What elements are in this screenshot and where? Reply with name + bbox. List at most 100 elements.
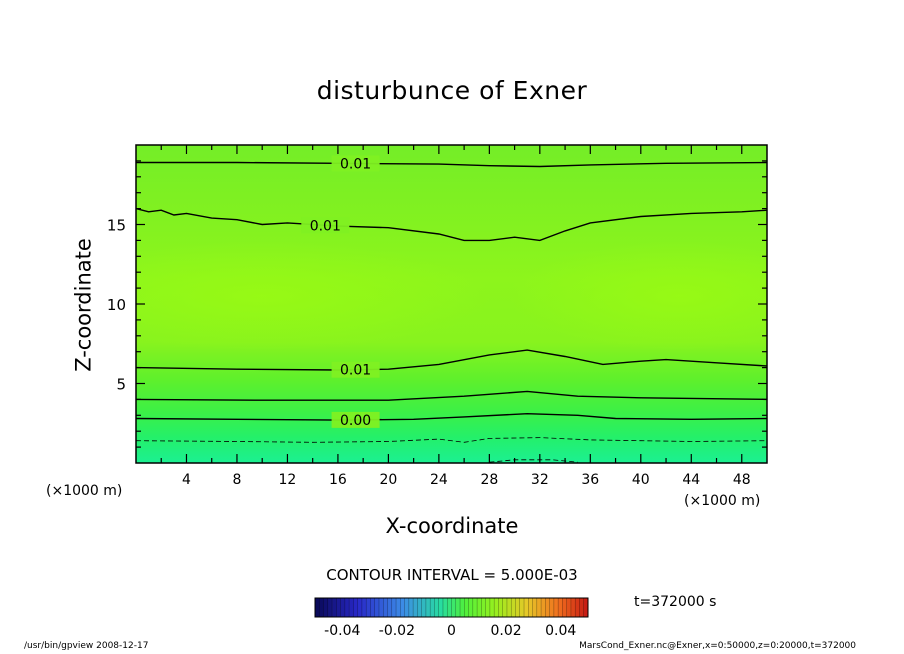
colorbar-tick-label: -0.02 — [378, 623, 416, 639]
x-tick-label: 16 — [329, 472, 347, 488]
x-tick-label: 8 — [232, 472, 241, 488]
filled-field — [136, 145, 767, 463]
colorbar-cell — [468, 598, 474, 617]
colorbar-cell — [451, 598, 457, 617]
colorbar-cell — [579, 598, 585, 617]
x-tick-label: 36 — [581, 472, 599, 488]
field-high-right — [508, 241, 767, 352]
colorbar-cell — [575, 598, 580, 617]
colorbar-cell — [438, 598, 444, 617]
colorbar-cell — [506, 598, 512, 617]
colorbar-cell — [323, 598, 329, 617]
colorbar-cell — [489, 598, 495, 617]
colorbar — [314, 597, 589, 618]
field-high-left — [136, 241, 493, 352]
colorbar-cell — [425, 598, 431, 617]
y-axis-label: Z-coordinate — [71, 238, 96, 372]
x-axis-label: X-coordinate — [385, 514, 519, 538]
x-tick-label: 4 — [182, 472, 191, 488]
colorbar-cell — [472, 598, 478, 617]
colorbar-cell — [391, 598, 397, 617]
colorbar-cell — [327, 598, 333, 617]
contour-line — [135, 437, 768, 443]
y-tick-label: 15 — [107, 217, 126, 235]
contour-label: 0.01 — [340, 363, 371, 379]
colorbar-cell — [562, 598, 567, 617]
colorbar-cell — [383, 598, 388, 617]
contour-lines: 0.01 0.01 0.01 0.00 — [135, 155, 768, 463]
colorbar-cell — [549, 598, 555, 617]
colorbar-cell — [315, 598, 320, 617]
colorbar-cell — [515, 598, 521, 617]
colorbar-cell — [396, 598, 401, 617]
contour-label-bg — [331, 411, 380, 428]
x-axis-unit: (×1000 m) — [684, 493, 761, 509]
colorbar-tick-label: 0 — [447, 623, 456, 639]
colorbar-cell — [464, 598, 469, 617]
colorbar-cell — [553, 598, 559, 617]
time-label: t=372000 s — [634, 594, 717, 610]
x-tick-label: 12 — [279, 472, 297, 488]
x-tick-label: 28 — [480, 472, 498, 488]
colorbar-cell — [485, 598, 491, 617]
x-tick-label: 44 — [682, 472, 700, 488]
colorbar-cell — [583, 598, 589, 617]
colorbar-cell — [541, 598, 546, 617]
colorbar-cell — [566, 598, 572, 617]
y-tick-label: 10 — [107, 296, 126, 314]
contour-interval-label: CONTOUR INTERVAL = 5.000E-03 — [326, 566, 578, 584]
colorbar-cell — [455, 598, 461, 617]
contour-label-bg — [331, 361, 380, 378]
colorbar-cell — [361, 598, 367, 617]
contour-label-bg — [331, 155, 380, 172]
footer-left: /usr/bin/gpview 2008-12-17 — [24, 641, 149, 651]
contour-label: 0.00 — [340, 413, 371, 429]
colorbar-tick-label: -0.04 — [324, 623, 361, 639]
colorbar-cell — [421, 598, 427, 617]
colorbar-tick-label: 0.02 — [490, 623, 522, 639]
colorbar-cell — [387, 598, 393, 617]
colorbar-cell — [400, 598, 405, 617]
colorbar-cell — [366, 598, 371, 617]
x-tick-label: 24 — [430, 472, 448, 488]
contour-label-bg — [301, 217, 350, 234]
colorbar-cell — [344, 598, 350, 617]
colorbar-cell — [545, 598, 550, 617]
colorbar-cell — [494, 598, 499, 617]
x-tick-label: 20 — [379, 472, 397, 488]
x-tick-label: 32 — [531, 472, 549, 488]
contour-line — [135, 390, 768, 401]
x-tick-label: 48 — [733, 472, 751, 488]
colorbar-cell — [511, 598, 516, 617]
colorbar-cell — [558, 598, 563, 617]
colorbar-cell — [528, 598, 533, 617]
colorbar-cell — [413, 598, 418, 617]
x-tick-label: 40 — [632, 472, 650, 488]
colorbar-cell — [502, 598, 508, 617]
colorbar-cell — [430, 598, 435, 617]
colorbar-frame — [314, 597, 589, 618]
colorbar-cell — [442, 598, 448, 617]
colorbar-cell — [434, 598, 440, 617]
colorbar-cell — [319, 598, 324, 617]
colorbar-cell — [408, 598, 414, 617]
colorbar-cell — [498, 598, 503, 617]
colorbar-cell — [332, 598, 337, 617]
colorbar-cell — [404, 598, 410, 617]
colorbar-cell — [570, 598, 576, 617]
colorbar-tick-label: 0.04 — [545, 623, 577, 639]
colorbar-cell — [370, 598, 376, 617]
colorbar-cell — [357, 598, 363, 617]
colorbar-cell — [477, 598, 482, 617]
colorbar-cell — [349, 598, 354, 617]
colorbar-cell — [481, 598, 486, 617]
colorbar-cell — [374, 598, 380, 617]
colorbar-cell — [536, 598, 542, 617]
contour-line — [135, 412, 768, 421]
colorbar-cell — [524, 598, 529, 617]
y-tick-label: 5 — [116, 376, 126, 394]
colorbar-cell — [340, 598, 346, 617]
colorbar-cell — [532, 598, 538, 617]
